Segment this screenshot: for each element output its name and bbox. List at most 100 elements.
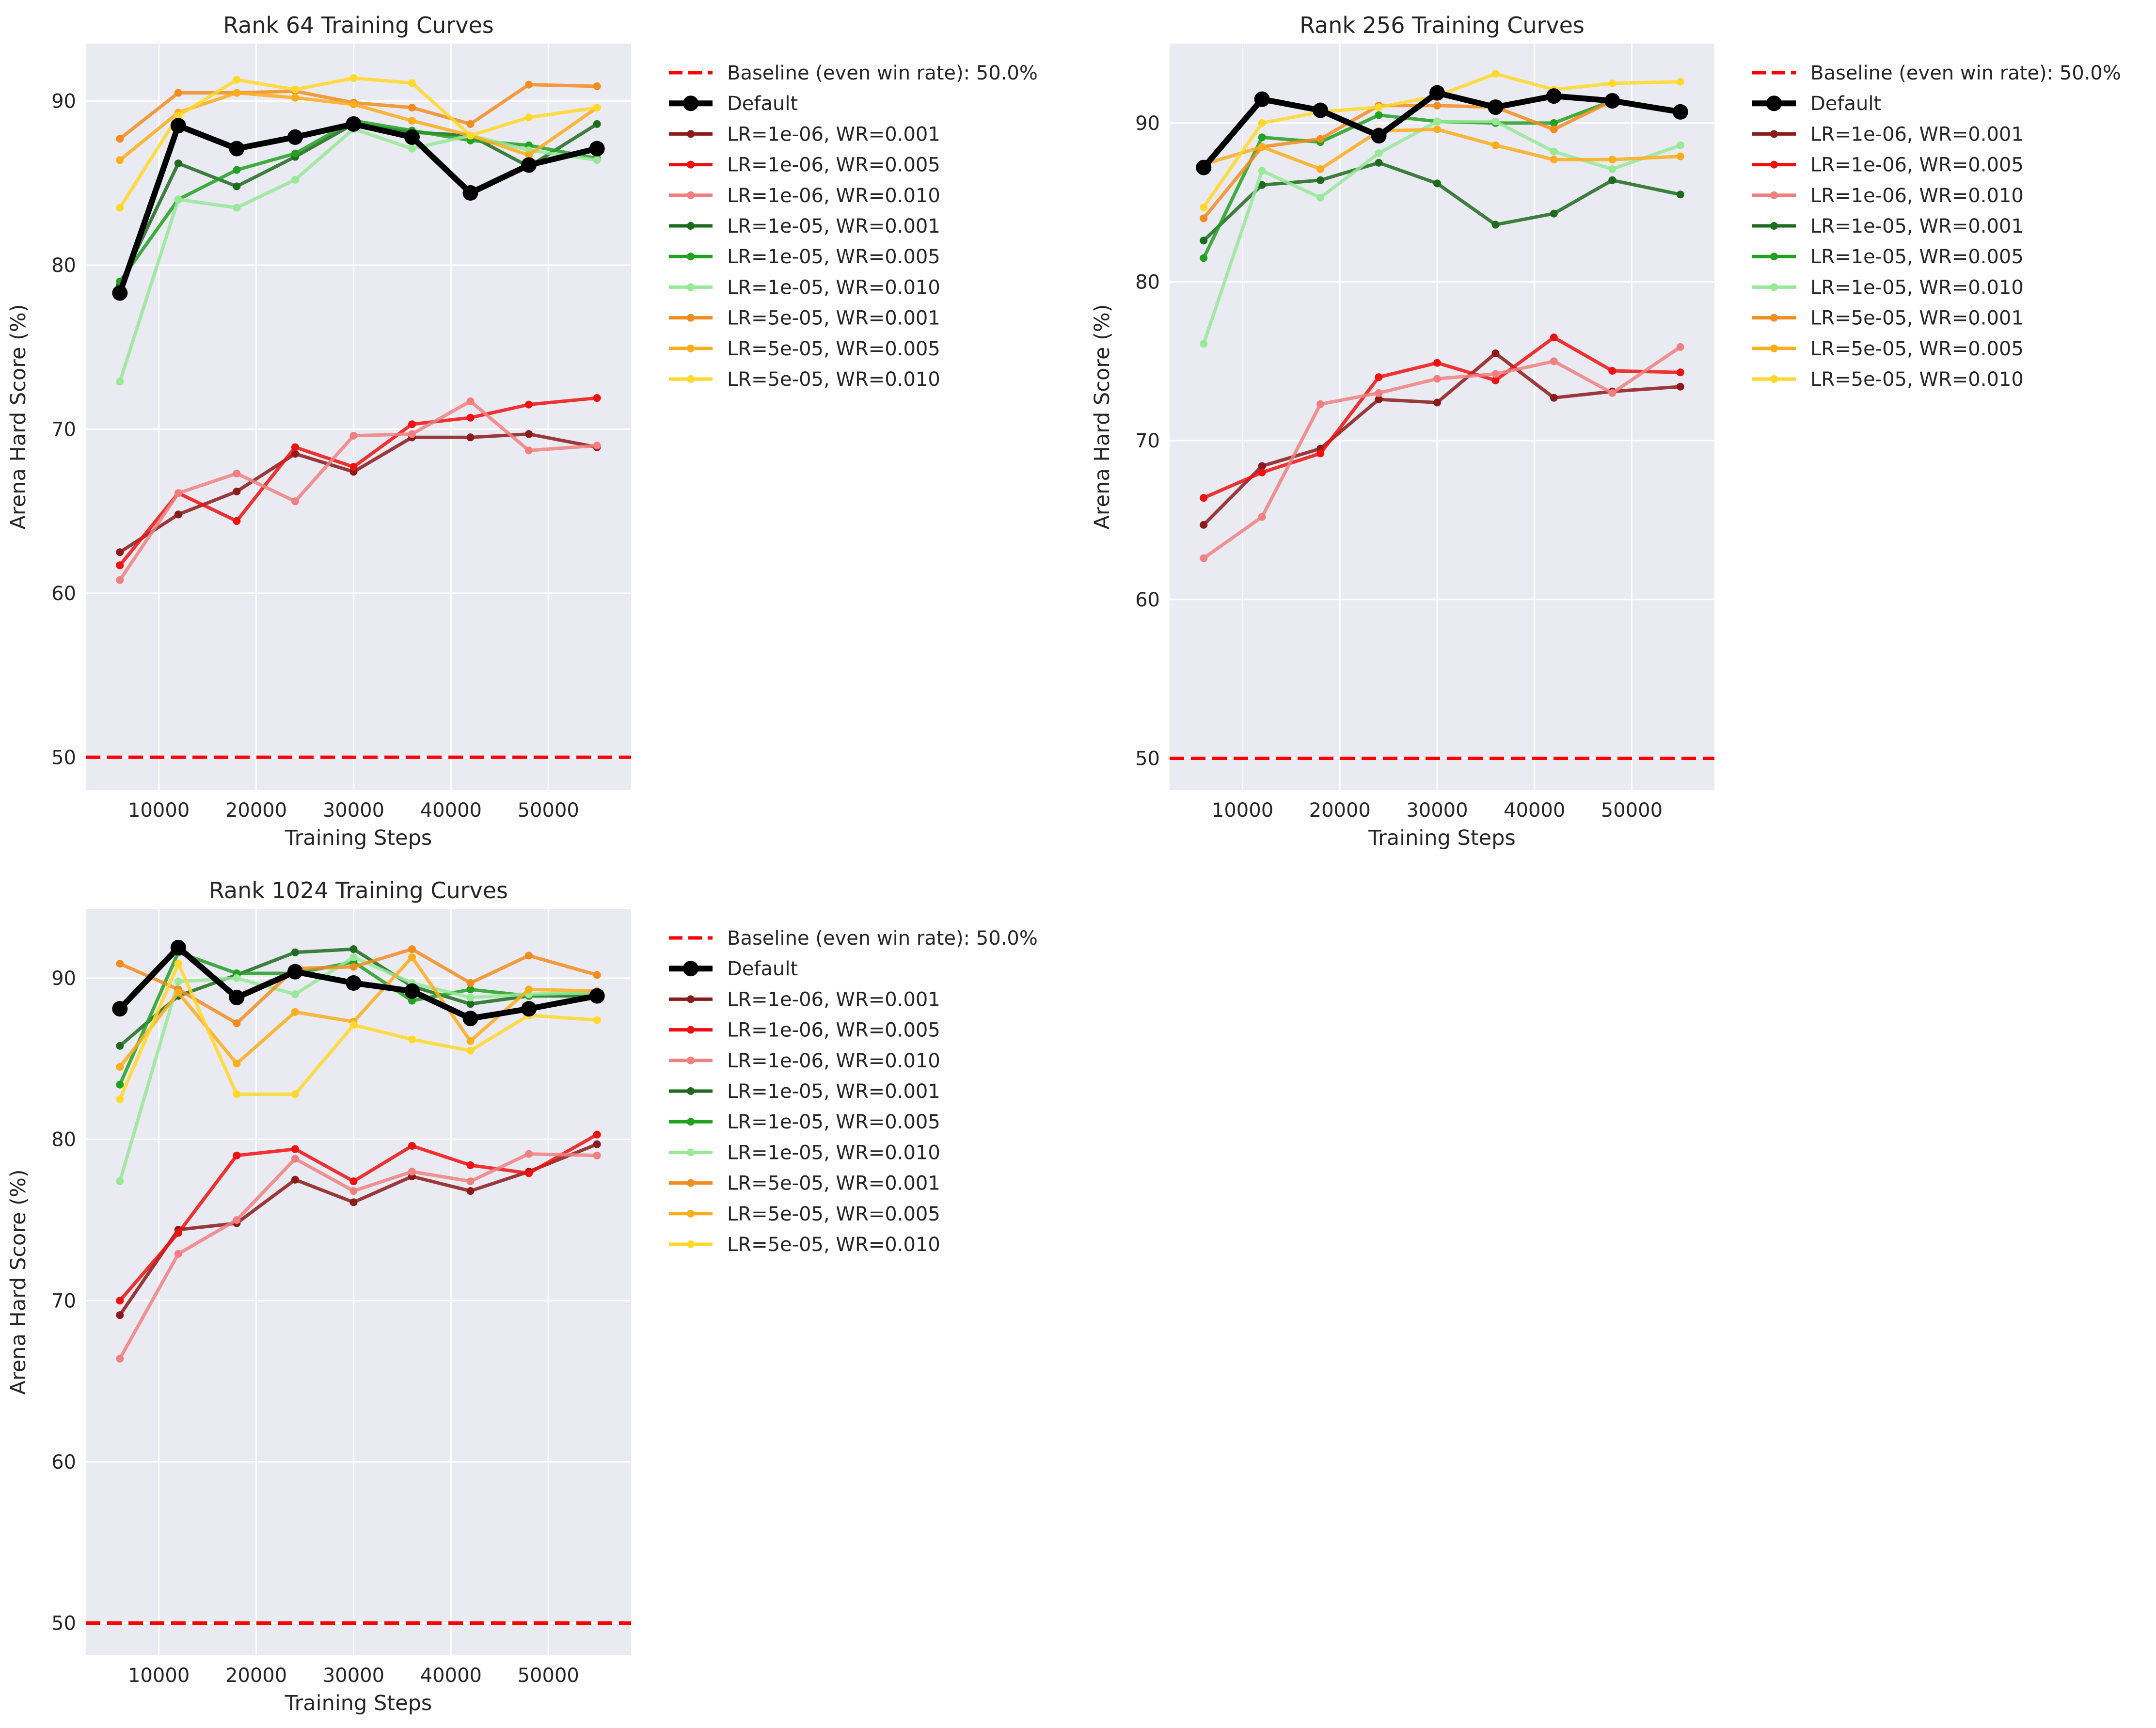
- data-point: [291, 85, 299, 94]
- legend-marker: [1770, 344, 1778, 352]
- data-point: [170, 118, 186, 134]
- data-point: [593, 104, 601, 111]
- data-point: [1676, 141, 1684, 149]
- data-point: [291, 948, 299, 956]
- y-tick-label: 80: [1135, 271, 1160, 293]
- data-point: [462, 1011, 478, 1027]
- data-point: [1491, 141, 1500, 149]
- legend-item: LR=5e-05, WR=0.005: [1752, 338, 2024, 360]
- data-point: [466, 979, 475, 987]
- data-point: [174, 1250, 182, 1258]
- series-lr-1e-05-wr-0-010: [1200, 117, 1684, 348]
- data-point: [1433, 117, 1441, 126]
- data-point: [116, 1311, 124, 1319]
- legend-item: Baseline (even win rate): 50.0%: [669, 927, 1038, 950]
- series-lr-1e-06-wr-0-010: [1200, 343, 1684, 562]
- legend-item: LR=1e-06, WR=0.005: [669, 154, 940, 176]
- y-tick-label: 90: [51, 90, 76, 112]
- data-point: [1491, 70, 1500, 78]
- data-point: [233, 89, 241, 97]
- x-tick-label: 30000: [1406, 799, 1468, 822]
- y-tick-label: 90: [1135, 112, 1160, 135]
- x-tick-label: 20000: [225, 799, 287, 822]
- data-point: [593, 1016, 601, 1024]
- data-point: [1200, 340, 1208, 348]
- x-tick-label: 40000: [420, 799, 482, 822]
- legend-marker: [687, 1056, 695, 1064]
- data-point: [1550, 209, 1558, 218]
- data-point: [521, 1001, 537, 1017]
- legend-item: LR=1e-05, WR=0.001: [669, 215, 940, 238]
- data-point: [1316, 165, 1325, 173]
- data-point: [525, 1169, 533, 1177]
- legend-item: Baseline (even win rate): 50.0%: [1752, 62, 2121, 84]
- y-axis-label: Arena Hard Score (%): [6, 304, 31, 530]
- data-point: [346, 975, 362, 991]
- data-point: [116, 1080, 124, 1089]
- legend-item: LR=1e-06, WR=0.001: [669, 988, 940, 1011]
- legend-label: LR=5e-05, WR=0.001: [1810, 307, 2024, 330]
- data-point: [116, 1095, 124, 1103]
- data-point: [1200, 521, 1208, 529]
- x-tick-label: 10000: [128, 799, 190, 822]
- data-point: [291, 497, 299, 506]
- data-point: [1550, 119, 1558, 127]
- legend-label: LR=1e-05, WR=0.010: [727, 1141, 940, 1164]
- y-tick-label: 80: [51, 254, 76, 277]
- y-tick-label: 70: [1135, 430, 1160, 452]
- legend-marker: [1766, 95, 1782, 111]
- y-tick-label: 50: [51, 1612, 76, 1634]
- data-point: [1200, 554, 1208, 562]
- data-point: [1375, 389, 1383, 397]
- data-point: [593, 1130, 601, 1139]
- legend-marker: [687, 222, 695, 230]
- data-point: [1200, 203, 1208, 211]
- data-point: [170, 939, 186, 955]
- data-point: [1491, 370, 1500, 378]
- legend-label: LR=1e-06, WR=0.001: [1810, 123, 2024, 145]
- legend-item: LR=5e-05, WR=0.001: [1752, 307, 2024, 330]
- data-point: [1608, 165, 1617, 173]
- x-tick-label: 20000: [1309, 799, 1371, 822]
- data-point: [466, 1161, 475, 1169]
- data-point: [116, 204, 124, 212]
- data-point: [593, 156, 601, 164]
- data-point: [1550, 394, 1558, 402]
- data-point: [116, 156, 124, 164]
- data-point: [233, 204, 241, 212]
- data-point: [1676, 368, 1684, 377]
- y-axis-label: Arena Hard Score (%): [6, 1170, 31, 1395]
- data-point: [1676, 78, 1684, 86]
- data-point: [112, 285, 128, 301]
- legend-item: LR=1e-06, WR=0.001: [1752, 123, 2024, 145]
- data-point: [287, 964, 303, 980]
- data-point: [525, 80, 533, 89]
- data-point: [112, 1001, 128, 1017]
- legend-item: Default: [669, 958, 798, 980]
- chart-title: Rank 1024 Training Curves: [209, 877, 508, 904]
- legend-marker: [687, 283, 695, 291]
- legend-label: LR=1e-06, WR=0.005: [727, 1019, 940, 1042]
- data-point: [346, 116, 362, 132]
- x-axis-label: Training Steps: [285, 1691, 432, 1715]
- legend-marker: [687, 1118, 695, 1126]
- data-point: [589, 141, 605, 157]
- legend-marker: [687, 253, 695, 261]
- data-point: [1313, 102, 1329, 118]
- legend-item: LR=1e-05, WR=0.005: [669, 1111, 940, 1133]
- data-point: [1200, 214, 1208, 222]
- legend-item: LR=1e-05, WR=0.001: [1752, 215, 2024, 238]
- data-point: [1375, 111, 1383, 119]
- legend-item: Baseline (even win rate): 50.0%: [669, 62, 1038, 84]
- data-point: [1316, 449, 1325, 458]
- legend-item: LR=1e-05, WR=0.005: [1752, 246, 2024, 268]
- data-point: [466, 120, 475, 128]
- legend-item: LR=1e-06, WR=0.010: [1752, 185, 2024, 207]
- data-point: [525, 951, 533, 960]
- data-point: [116, 548, 124, 556]
- data-point: [408, 1035, 416, 1044]
- data-point: [1676, 152, 1684, 160]
- legend-label: LR=1e-06, WR=0.001: [727, 988, 940, 1011]
- legend-marker: [1770, 130, 1778, 138]
- data-point: [593, 120, 601, 128]
